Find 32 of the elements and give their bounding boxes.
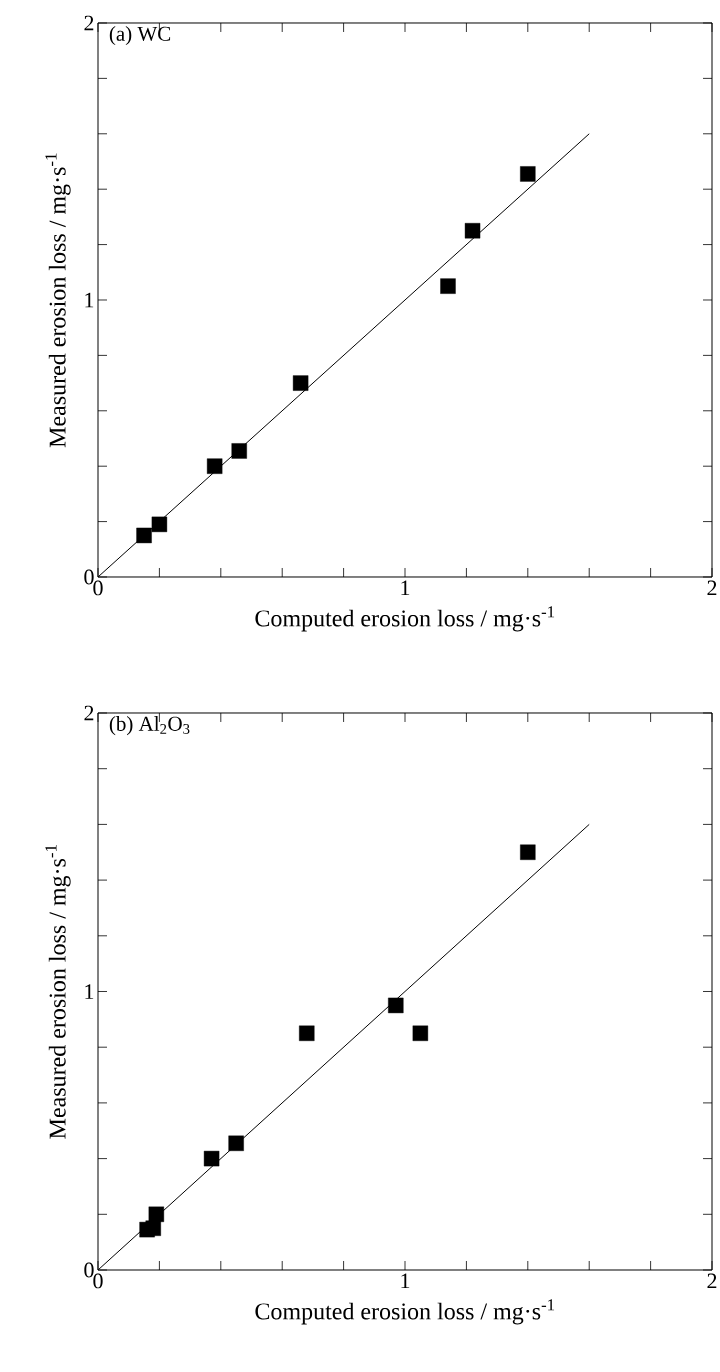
point — [292, 375, 309, 391]
y-axis-title: Measured erosion loss / mg·s$^{-1}$ — [45, 153, 71, 448]
chart-title: (a) WC — [109, 26, 171, 46]
point — [136, 527, 152, 544]
y-axis-title: Measured erosion loss / mg·s$^{-1}$ — [45, 845, 71, 1139]
x-tick-label: 2 — [707, 580, 717, 596]
point — [206, 458, 223, 474]
point — [388, 997, 404, 1014]
point — [440, 278, 456, 294]
y-tick-label: 2 — [84, 15, 94, 31]
point — [464, 223, 481, 239]
point — [148, 1206, 165, 1222]
point — [203, 1150, 220, 1167]
point — [151, 516, 168, 533]
point — [520, 844, 536, 860]
y-tick-label: 0 — [84, 569, 94, 585]
point — [228, 1135, 244, 1151]
x-tick-label: 1 — [401, 580, 410, 596]
y-tick-label: 0 — [84, 1262, 94, 1278]
point — [520, 166, 536, 182]
y-tick-label: 1 — [85, 984, 94, 999]
y-tick-label: 1 — [85, 292, 94, 308]
point — [231, 443, 247, 459]
x-axis-title: Computed erosion loss / mg·s$^{-1}$ — [255, 606, 555, 632]
chart-title: (b) Al$_{2}$O$_{3}$ — [109, 716, 190, 736]
point — [299, 1025, 315, 1041]
point — [145, 1220, 161, 1236]
point — [412, 1025, 429, 1041]
y-tick-label: 2 — [84, 705, 94, 721]
x-axis-title: Computed erosion loss / mg·s$^{-1}$ — [255, 1299, 555, 1325]
x-tick-label: 2 — [707, 1273, 717, 1289]
x-tick-label: 1 — [401, 1273, 410, 1289]
